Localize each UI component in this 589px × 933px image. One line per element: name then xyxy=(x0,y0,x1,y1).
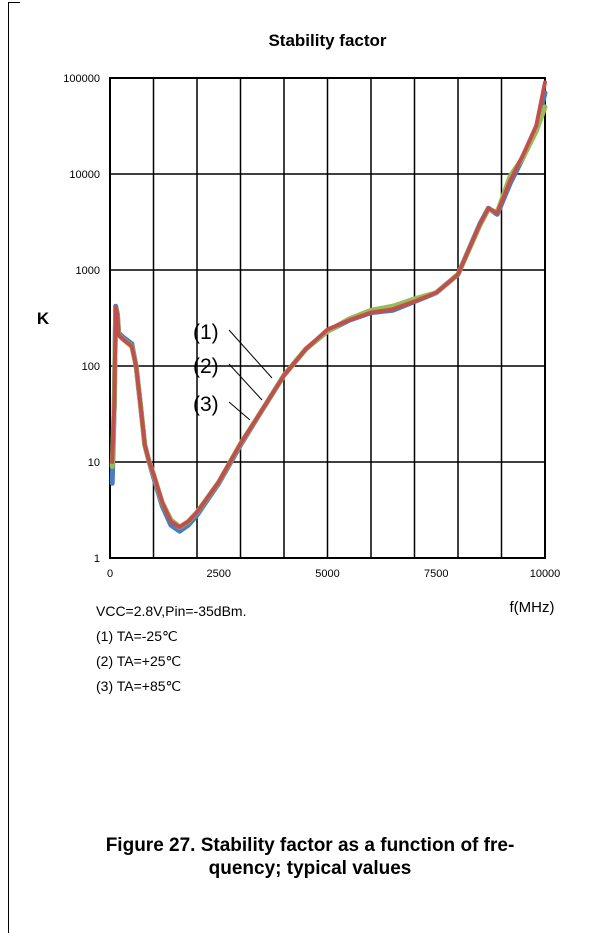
figure-caption: Figure 27. Stability factor as a functio… xyxy=(60,834,560,880)
x-tick-label: 5000 xyxy=(315,568,339,580)
series-label: (2) xyxy=(193,355,219,378)
series-label: (1) xyxy=(193,321,219,344)
caption-line-2: quency; typical values xyxy=(208,858,412,879)
series-leader-line xyxy=(228,401,251,421)
frame-left-border xyxy=(8,2,9,933)
series-line xyxy=(110,80,547,530)
y-tick-label: 1 xyxy=(94,553,100,565)
chart-title: Stability factor xyxy=(268,31,387,50)
x-tick-label: 10000 xyxy=(530,568,561,580)
x-axis-label: f(MHz) xyxy=(510,599,555,616)
series-leader-line xyxy=(228,363,263,401)
x-tick-label: 2500 xyxy=(207,568,231,580)
x-tick-label: 0 xyxy=(107,568,113,580)
condition-1: (1) TA=-25℃ xyxy=(96,628,178,644)
series-label: (3) xyxy=(193,393,219,416)
y-tick-label: 100 xyxy=(82,361,100,373)
y-tick-label: 10 xyxy=(88,457,100,469)
y-tick-label: 1000 xyxy=(76,265,100,277)
y-tick-label: 100000 xyxy=(63,73,100,85)
condition-2: (2) TA=+25℃ xyxy=(96,653,182,669)
series-leader-line xyxy=(228,329,273,379)
condition-3: (3) TA=+85℃ xyxy=(96,678,182,694)
caption-line-1: Figure 27. Stability factor as a functio… xyxy=(105,835,515,856)
plot-border xyxy=(109,77,546,559)
frame-top-border xyxy=(8,2,20,3)
y-tick-label: 10000 xyxy=(69,169,100,181)
x-tick-label: 7500 xyxy=(424,568,448,580)
y-axis-label: K xyxy=(37,309,50,328)
condition-supply: VCC=2.8V,Pin=-35dBm. xyxy=(96,603,247,619)
